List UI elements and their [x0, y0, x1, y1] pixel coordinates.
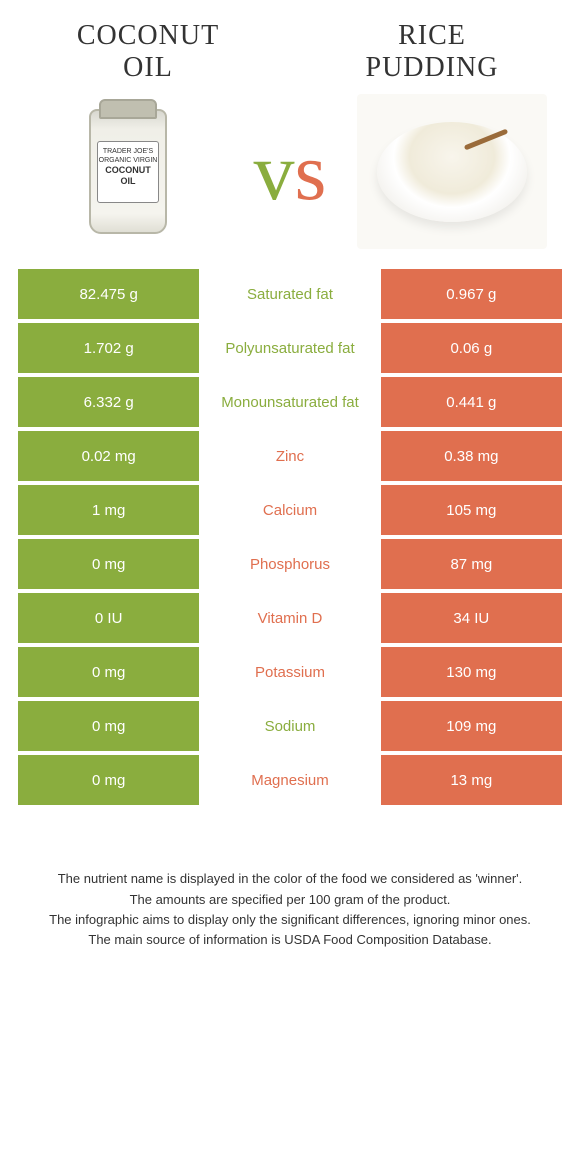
nutrient-label: Polyunsaturated fat — [199, 323, 380, 373]
left-value: 0 mg — [18, 701, 199, 751]
jar-label-mid: ORGANIC VIRGIN — [99, 157, 158, 164]
right-value: 0.441 g — [381, 377, 562, 427]
right-value: 0.38 mg — [381, 431, 562, 481]
nutrient-label: Zinc — [199, 431, 380, 481]
footer-line3: The infographic aims to display only the… — [36, 910, 544, 930]
nutrient-label: Magnesium — [199, 755, 380, 805]
left-value: 0 mg — [18, 755, 199, 805]
footer-line1: The nutrient name is displayed in the co… — [36, 869, 544, 889]
right-value: 87 mg — [381, 539, 562, 589]
footer-notes: The nutrient name is displayed in the co… — [18, 809, 562, 950]
table-row: 1 mgCalcium105 mg — [18, 485, 562, 535]
right-value: 0.967 g — [381, 269, 562, 319]
left-value: 0 IU — [18, 593, 199, 643]
left-title-line2: oil — [123, 52, 173, 83]
nutrient-label: Monounsaturated fat — [199, 377, 380, 427]
rice-pudding-bowl-icon — [377, 122, 527, 222]
table-row: 0.02 mgZinc0.38 mg — [18, 431, 562, 481]
left-value: 6.332 g — [18, 377, 199, 427]
right-value: 13 mg — [381, 755, 562, 805]
table-row: 0 IUVitamin D34 IU — [18, 593, 562, 643]
nutrient-label: Sodium — [199, 701, 380, 751]
vs-v: v — [254, 126, 295, 217]
left-value: 82.475 g — [18, 269, 199, 319]
jar-label-main: COCONUT OIL — [98, 165, 158, 187]
table-row: 0 mgPotassium130 mg — [18, 647, 562, 697]
comparison-table: 82.475 gSaturated fat0.967 g1.702 gPolyu… — [18, 269, 562, 805]
nutrient-label: Phosphorus — [199, 539, 380, 589]
vs-label: vs — [254, 131, 327, 213]
right-value: 109 mg — [381, 701, 562, 751]
table-row: 6.332 gMonounsaturated fat0.441 g — [18, 377, 562, 427]
left-title-line1: Coconut — [77, 20, 219, 51]
vs-s: s — [295, 126, 327, 217]
right-title-line1: Rice — [398, 20, 466, 51]
right-food-image — [357, 94, 547, 249]
left-value: 0 mg — [18, 539, 199, 589]
right-value: 34 IU — [381, 593, 562, 643]
titles-row: Coconut oil Rice pudding — [18, 20, 562, 94]
table-row: 1.702 gPolyunsaturated fat0.06 g — [18, 323, 562, 373]
jar-label-top: TRADER JOE'S — [103, 148, 153, 155]
hero-row: TRADER JOE'S ORGANIC VIRGIN COCONUT OIL … — [18, 94, 562, 269]
table-row: 0 mgPhosphorus87 mg — [18, 539, 562, 589]
table-row: 0 mgSodium109 mg — [18, 701, 562, 751]
nutrient-label: Vitamin D — [199, 593, 380, 643]
left-value: 0.02 mg — [18, 431, 199, 481]
nutrient-label: Saturated fat — [199, 269, 380, 319]
coconut-oil-jar-icon: TRADER JOE'S ORGANIC VIRGIN COCONUT OIL — [89, 109, 167, 234]
right-title-line2: pudding — [366, 52, 499, 83]
right-value: 105 mg — [381, 485, 562, 535]
left-value: 1.702 g — [18, 323, 199, 373]
right-value: 0.06 g — [381, 323, 562, 373]
right-title: Rice pudding — [332, 20, 532, 84]
nutrient-label: Calcium — [199, 485, 380, 535]
left-title: Coconut oil — [48, 20, 248, 84]
nutrient-label: Potassium — [199, 647, 380, 697]
left-value: 0 mg — [18, 647, 199, 697]
right-value: 130 mg — [381, 647, 562, 697]
footer-line4: The main source of information is USDA F… — [36, 930, 544, 950]
left-food-image: TRADER JOE'S ORGANIC VIRGIN COCONUT OIL — [33, 94, 223, 249]
table-row: 0 mgMagnesium13 mg — [18, 755, 562, 805]
footer-line2: The amounts are specified per 100 gram o… — [36, 890, 544, 910]
table-row: 82.475 gSaturated fat0.967 g — [18, 269, 562, 319]
left-value: 1 mg — [18, 485, 199, 535]
jar-label: TRADER JOE'S ORGANIC VIRGIN COCONUT OIL — [97, 141, 159, 203]
